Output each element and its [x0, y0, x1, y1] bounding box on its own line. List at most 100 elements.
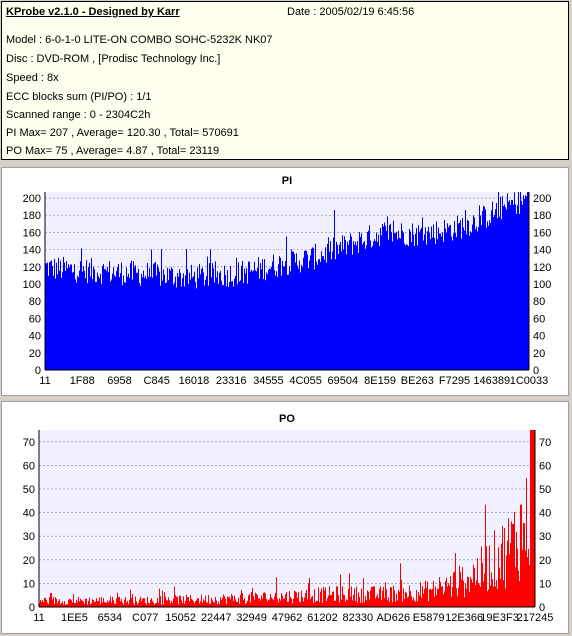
data-bar [169, 600, 170, 607]
data-bar [62, 272, 63, 370]
data-bar [415, 601, 416, 607]
data-bar [518, 192, 519, 370]
x-tick-label: 15052 [165, 612, 196, 624]
data-bar [184, 603, 185, 607]
data-bar [222, 285, 223, 370]
data-bar [120, 601, 121, 607]
data-bar [322, 256, 323, 370]
data-bar [419, 595, 420, 607]
data-bar [360, 602, 361, 607]
data-bar [272, 598, 273, 607]
data-bar [41, 601, 42, 607]
data-bar [496, 580, 497, 607]
data-bar [509, 200, 510, 370]
data-bar [427, 581, 428, 607]
data-bar [116, 271, 117, 370]
data-bar [319, 602, 320, 607]
data-bar [228, 286, 229, 370]
data-bar [292, 603, 293, 607]
data-bar [403, 232, 404, 370]
data-bar [72, 272, 73, 370]
data-bar [313, 602, 314, 607]
data-bar [173, 598, 174, 607]
y-tick-label-left: 200 [23, 193, 41, 205]
data-bar [379, 246, 380, 370]
data-bar [167, 600, 168, 607]
data-bar [115, 276, 116, 370]
data-bar [52, 265, 53, 370]
data-bar [281, 592, 282, 607]
data-bar [119, 596, 120, 607]
y-tick-label-right: 0 [539, 602, 545, 614]
data-bar [442, 232, 443, 370]
data-bar [445, 228, 446, 370]
data-bar [330, 595, 331, 607]
data-bar [104, 602, 105, 607]
data-bar [402, 230, 403, 370]
data-bar [408, 596, 409, 607]
data-bar [106, 602, 107, 607]
data-bar [333, 591, 334, 607]
data-bar [103, 597, 104, 607]
data-bar [387, 216, 388, 370]
data-bar [472, 224, 473, 370]
data-bar [433, 224, 434, 370]
data-bar [204, 600, 205, 607]
data-bar [354, 588, 355, 607]
data-bar [252, 587, 253, 607]
data-bar [151, 249, 152, 370]
data-bar [473, 215, 474, 370]
data-bar [492, 579, 493, 607]
data-bar [281, 275, 282, 370]
data-bar [524, 523, 525, 607]
data-bar [83, 266, 84, 370]
data-bar [318, 259, 319, 370]
data-bar [183, 273, 184, 370]
data-bar [127, 276, 128, 370]
data-bar [215, 596, 216, 607]
data-bar [317, 264, 318, 370]
data-bar [209, 603, 210, 607]
data-bar [241, 589, 242, 607]
data-bar [322, 602, 323, 607]
data-bar [259, 598, 260, 607]
data-bar [193, 601, 194, 607]
data-bar [79, 601, 80, 607]
data-bar [452, 586, 453, 607]
data-bar [124, 282, 125, 370]
data-bar [243, 283, 244, 370]
data-bar [434, 596, 435, 607]
x-tick-label: 82330 [343, 612, 374, 624]
data-bar [274, 270, 275, 370]
data-bar [226, 286, 227, 370]
data-bar [279, 256, 280, 370]
data-bar [498, 192, 499, 370]
data-bar [530, 430, 531, 607]
data-bar [338, 595, 339, 607]
data-bar [195, 282, 196, 370]
data-bar [132, 279, 133, 370]
ecc-line: ECC blocks sum (PI/PO) : 1/1 [6, 91, 152, 103]
data-bar [337, 586, 338, 607]
data-bar [299, 601, 300, 607]
y-tick-label-left: 20 [23, 555, 35, 567]
data-bar [147, 596, 148, 607]
data-bar [61, 277, 62, 370]
data-bar [127, 600, 128, 607]
data-bar [294, 590, 295, 607]
data-bar [104, 269, 105, 370]
data-bar [474, 567, 475, 607]
data-bar [144, 277, 145, 370]
pi-chart: PI 0 0 20 20 40 40 60 60 80 80 100 100 120 120 140 140 16… [23, 175, 552, 387]
series-bars [45, 192, 529, 370]
y-tick-label-right: 140 [533, 245, 551, 257]
data-bar [249, 594, 250, 607]
data-bar [257, 267, 258, 370]
data-bar [92, 279, 93, 370]
data-bar [339, 602, 340, 607]
po-summary-line: PO Max= 75 , Average= 4.87 , Total= 2311… [6, 145, 220, 157]
data-bar [181, 600, 182, 607]
data-bar [92, 599, 93, 607]
data-bar [207, 256, 208, 370]
data-bar [493, 216, 494, 370]
